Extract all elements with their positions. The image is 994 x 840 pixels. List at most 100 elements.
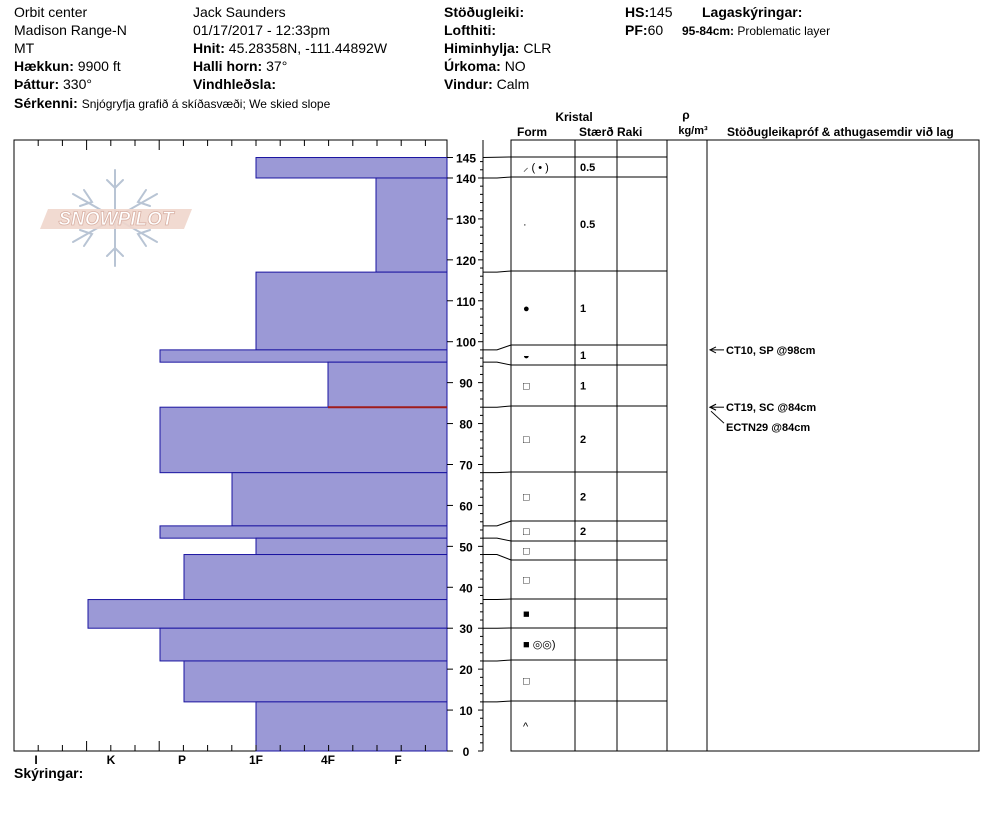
pf-row: PF:60 (625, 22, 663, 38)
coords-label: Hnit: (193, 40, 225, 56)
height-label: 120 (456, 254, 476, 268)
height-label: 100 (456, 336, 476, 350)
hardness-label: I (34, 753, 37, 767)
hardness-label: 1F (249, 753, 263, 767)
height-label: 20 (459, 663, 473, 677)
pf-label: PF: (625, 22, 648, 38)
crystal-form-symbol: □ (523, 575, 530, 587)
crystal-size: 2 (580, 526, 586, 538)
layer-connector (483, 598, 512, 601)
height-label: 70 (459, 458, 473, 472)
snowpilot-logo: SNOWPILOT (40, 169, 192, 267)
coords-value: 45.28358N, -111.44892W (228, 40, 388, 56)
layers-title: Lagaskýringar: (702, 4, 802, 20)
height-label: 110 (456, 295, 476, 309)
col-moisture: Raki (617, 125, 642, 139)
height-label: 30 (459, 622, 473, 636)
crystal-form-symbol: □ (523, 492, 530, 504)
hardness-bar (255, 271, 448, 351)
sky-value: CLR (523, 40, 552, 56)
hardness-label: 4F (321, 753, 335, 767)
legend-label: Skýringar: (14, 765, 83, 781)
height-label: 0 (463, 745, 470, 759)
layer-connector (482, 156, 512, 159)
layer-connectors (482, 156, 512, 703)
height-label: 130 (456, 213, 476, 227)
obs-datetime: 01/17/2017 - 12:33pm (193, 22, 330, 38)
layer-connector (483, 520, 512, 527)
aspect-row: Þáttur: 330° (14, 76, 92, 92)
height-label: 10 (459, 704, 473, 718)
hardness-label: K (107, 753, 116, 767)
hardness-bar (255, 701, 448, 752)
wind-loading-label: Vindhleðsla: (193, 76, 276, 92)
crystal-size: 0.5 (580, 219, 595, 231)
stability-tests: CT10, SP @98cm CT19, SC @84cm ECTN29 @84cm (708, 345, 816, 434)
hardness-bar (183, 554, 448, 601)
height-label: 50 (459, 540, 473, 554)
hardness-bars (87, 157, 448, 752)
crystal-size: 1 (580, 303, 586, 315)
remarks-row: Sérkenni: Snjógryfja grafið á skíðasvæði… (14, 95, 330, 112)
hs-value: 145 (649, 4, 673, 20)
pf-value: 60 (647, 22, 664, 38)
layers-label: Lagaskýringar: (702, 4, 803, 20)
col-crystal: Kristal (555, 110, 592, 124)
hardness-bar (87, 599, 448, 629)
col-tests: Stöðugleikapróf & athugasemdir við lag (727, 125, 954, 139)
height-axis: 0 10 20 30 40 50 60 70 80 90 100 110 120 130 140 145 (447, 152, 483, 759)
coords-row: Hnit: 45.28358N, -111.44892W (193, 40, 387, 56)
observer-name: Jack Saunders (193, 4, 286, 20)
test-label: CT19, SC @84cm (726, 402, 816, 414)
col-form: Form (517, 125, 547, 139)
wind-row: Vindur: Calm (444, 76, 529, 92)
crystal-size: 0.5 (580, 162, 595, 174)
crystal-form-symbol: □ (523, 381, 530, 393)
precip-label: Úrkoma: (444, 58, 501, 74)
aspect-label: Þáttur: (14, 76, 60, 92)
hardness-axis-labels: I K P 1F 4F F (34, 753, 401, 767)
hardness-top-ticks (13, 140, 426, 150)
crystal-form-symbol: □ (523, 546, 530, 558)
hardness-bar (375, 177, 448, 273)
slope-value: 37° (266, 58, 288, 74)
hardness-bottom-ticks (13, 741, 426, 751)
height-label: 140 (456, 172, 476, 186)
location-name: Orbit center (14, 4, 88, 20)
wind-label: Vindur: (444, 76, 493, 92)
hardness-bar (183, 660, 448, 703)
layer-note-range: 95-84cm: (682, 24, 735, 38)
hardness-bar (255, 157, 448, 179)
test-arrowhead (708, 346, 717, 354)
crystal-table-frame (510, 139, 980, 752)
sky-row: Himinhylja: CLR (444, 40, 551, 56)
hardness-bar (159, 349, 448, 363)
wind-value: Calm (496, 76, 530, 92)
test-arrow (710, 410, 725, 424)
stability-label: Stöðugleiki: (444, 4, 525, 20)
elevation-row: Hækkun: 9900 ft (14, 58, 121, 74)
layer-connector (483, 659, 512, 662)
col-rho: ρ (682, 108, 689, 122)
layer-connector (483, 176, 512, 179)
layer-rows: ⸝ ( • ) 0.5 · 0.5 ● 1 ◒ 1 □ 1 □ 2 □ 2 □ 2 □ □ ■ ■ ◎◎) □ ^ (511, 156, 667, 752)
precip-value: NO (504, 58, 526, 74)
slope-row: Halli horn: 37° (193, 58, 287, 74)
test-arrowhead (708, 403, 717, 411)
layer-connector (483, 344, 512, 351)
aspect-value: 330° (63, 76, 92, 92)
crystal-form-symbol: ^ (523, 721, 529, 733)
layer-connector (483, 405, 512, 408)
crystal-size: 1 (580, 381, 586, 393)
logo-text: SNOWPILOT (58, 209, 174, 230)
hardness-bar (159, 406, 448, 474)
crystal-size: 2 (580, 492, 586, 504)
crystal-form-symbol: ● (523, 303, 530, 315)
height-label: 145 (456, 152, 476, 166)
stability-row: Stöðugleiki: (444, 4, 524, 20)
height-label: 90 (459, 377, 473, 391)
crystal-size: 2 (580, 434, 586, 446)
hardness-label: P (178, 753, 186, 767)
crystal-form-symbol: ■ (523, 609, 530, 621)
